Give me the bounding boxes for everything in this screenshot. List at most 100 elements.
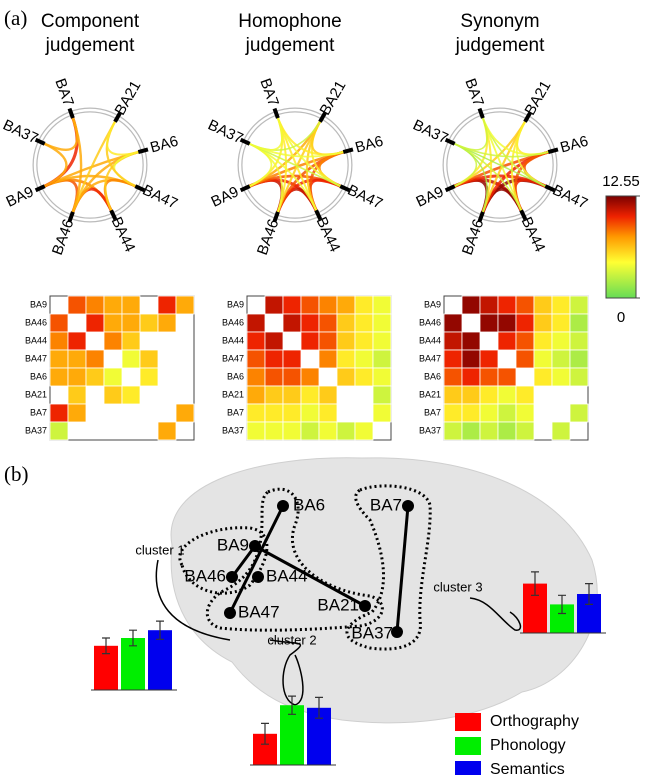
heatmap-cell [50,350,68,368]
heatmap-cell [498,296,516,314]
row-label: BA9 [424,299,441,309]
heatmap-cell [337,332,355,350]
heatmap-cell [516,314,534,332]
heatmap-cell [247,404,265,422]
heatmap-cell [265,368,283,386]
row-label: BA21 [222,389,244,399]
heatmap-cell [498,422,516,440]
row-label: BA46 [222,317,244,327]
heatmap-cell [50,422,68,440]
heatmap-cell [444,314,462,332]
heatmap-cell [104,368,122,386]
heatmap-cell [552,368,570,386]
region-label: BA21 [112,78,145,118]
heatmap-cell [516,422,534,440]
heatmap-cell [301,422,319,440]
heatmap-cell [570,404,588,422]
heatmap-cell [337,422,355,440]
colorbar [606,196,636,298]
heatmap-cell [355,332,373,350]
heatmap-cell [247,422,265,440]
row-label: BA47 [25,353,47,363]
row-label: BA47 [222,353,244,363]
heatmap-cell [480,296,498,314]
row-label: BA7 [227,407,244,417]
region-label: BA9 [414,183,447,210]
region-tick [274,109,277,118]
node [252,571,264,583]
heatmap-cell [122,296,140,314]
cluster-label: cluster 3 [433,579,482,594]
heatmap-cell [444,386,462,404]
heatmap-cell [534,296,552,314]
heatmap-cell [444,368,462,386]
row-label: BA21 [25,389,47,399]
heatmap-cell [265,296,283,314]
heatmap-cell [480,404,498,422]
cluster-label: cluster 2 [267,632,316,647]
heatmap-cell [104,314,122,332]
row-label: BA7 [424,407,441,417]
heatmap-cell [462,422,480,440]
heatmap-cell [50,404,68,422]
heatmap-cell [265,386,283,404]
panel-label: (a) [4,6,27,30]
heatmap-cell [462,386,480,404]
heatmap-cell [283,386,301,404]
heatmap-cell [498,404,516,422]
heatmap-cell [68,350,86,368]
heatmap-cell [444,350,462,368]
region-label: BA6 [558,133,590,157]
heatmap-cell [355,368,373,386]
heatmap-cell [337,368,355,386]
node-label: BA46 [184,566,226,585]
heatmap-cell [247,386,265,404]
chart-title: Synonym [460,11,539,32]
heatmap-cell [462,332,480,350]
heatmap-cell [516,404,534,422]
panel-label: (b) [4,462,29,486]
row-label: BA44 [25,335,47,345]
region-tick [479,109,482,118]
heatmap-cell [444,422,462,440]
heatmap-cell [319,332,337,350]
cluster-label: cluster 1 [135,542,184,557]
region-label: BA37 [205,117,245,148]
heatmap-cell [301,314,319,332]
row-label: BA44 [419,335,441,345]
heatmap-cell [319,350,337,368]
node-label: BA7 [370,495,402,514]
heatmap-cell [176,404,194,422]
heatmap-cell [534,332,552,350]
heatmap-cell [498,368,516,386]
node [226,571,238,583]
row-label: BA37 [419,425,441,435]
heatmap-cell [462,404,480,422]
heatmap-cell [516,350,534,368]
heatmap-cell [247,332,265,350]
heatmap-cell [68,386,86,404]
node-label: BA47 [238,602,280,621]
heatmap-cell [373,332,391,350]
heatmap-cell [355,350,373,368]
heatmap-cell [122,350,140,368]
region-label: BA46 [254,217,283,257]
row-label: BA9 [227,299,244,309]
legend-label: Semantics [490,761,565,775]
region-label: BA6 [353,133,385,157]
heatmap-cell [301,368,319,386]
heatmap-cell [283,368,301,386]
heatmap-cell [570,350,588,368]
node-label: BA21 [317,595,359,614]
heatmap-cell [265,350,283,368]
heatmap-cell [122,314,140,332]
region-label: BA44 [108,214,139,254]
region-tick [274,212,277,221]
region-label: BA21 [522,78,555,118]
heatmap-cell [265,404,283,422]
heatmap-cell [301,386,319,404]
heatmap-cell [552,296,570,314]
heatmap-cell [498,386,516,404]
heatmap-cell [247,368,265,386]
figure: (a) (b) ComponentjudgementBA9BA46BA44BA4… [0,0,653,775]
